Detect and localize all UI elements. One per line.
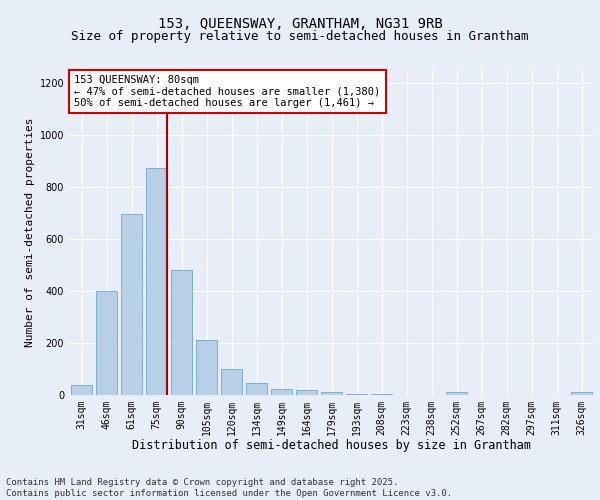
Text: 153 QUEENSWAY: 80sqm
← 47% of semi-detached houses are smaller (1,380)
50% of se: 153 QUEENSWAY: 80sqm ← 47% of semi-detac… [74,75,380,108]
Bar [121,214,142,395]
Bar [321,392,342,395]
Bar [371,394,392,395]
Bar [221,369,242,395]
Bar [271,388,292,395]
Text: Size of property relative to semi-detached houses in Grantham: Size of property relative to semi-detach… [71,30,529,43]
Bar [571,392,592,395]
Text: Contains HM Land Registry data © Crown copyright and database right 2025.
Contai: Contains HM Land Registry data © Crown c… [6,478,452,498]
Bar [146,168,167,395]
X-axis label: Distribution of semi-detached houses by size in Grantham: Distribution of semi-detached houses by … [132,440,531,452]
Bar [171,270,192,395]
Bar [446,392,467,395]
Bar [246,384,267,395]
Bar [71,384,92,395]
Bar [196,340,217,395]
Bar [296,390,317,395]
Bar [96,291,117,395]
Bar [346,394,367,395]
Text: 153, QUEENSWAY, GRANTHAM, NG31 9RB: 153, QUEENSWAY, GRANTHAM, NG31 9RB [158,18,442,32]
Y-axis label: Number of semi-detached properties: Number of semi-detached properties [25,118,35,347]
